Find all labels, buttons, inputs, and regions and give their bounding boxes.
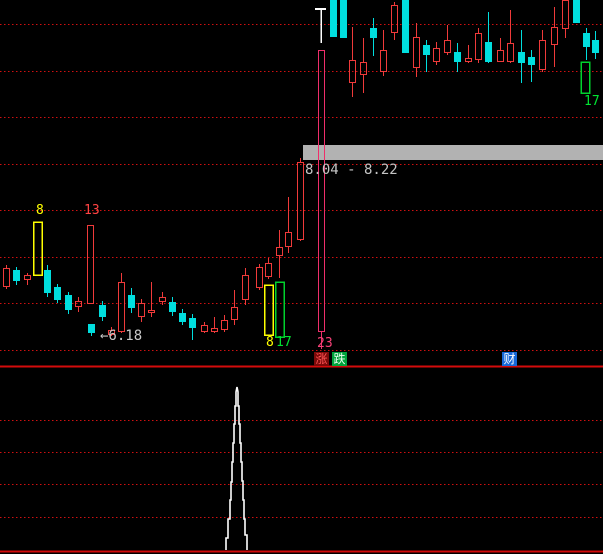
candle-body xyxy=(107,330,115,336)
candle-body xyxy=(265,263,273,278)
price-range-label: 8.04 - 8.22 xyxy=(305,162,398,178)
marker-13-label: 13 xyxy=(84,203,100,218)
candle-body xyxy=(583,33,590,47)
candle-body xyxy=(256,267,264,289)
candle-body xyxy=(211,328,219,333)
candle-body xyxy=(465,57,473,62)
candle-body xyxy=(538,39,546,70)
candle-body xyxy=(159,297,167,303)
tab-rise-limit[interactable]: 涨 xyxy=(314,352,329,366)
signal-overlay-box xyxy=(263,284,274,336)
candle-body xyxy=(592,40,599,53)
candle-body xyxy=(88,324,95,333)
candle-body xyxy=(231,307,239,321)
marker-17-bottom-label: 17 xyxy=(276,335,292,350)
candle-body xyxy=(169,302,176,312)
candle-body xyxy=(128,295,135,308)
candle-body xyxy=(444,39,452,53)
candle-body xyxy=(221,320,229,331)
candle-body xyxy=(54,287,61,300)
candle-body xyxy=(86,225,94,305)
candle-body xyxy=(330,0,337,37)
price-note-6-18: ←6.18 xyxy=(100,328,143,344)
candle-body xyxy=(189,318,196,328)
marker-17-top-label: 17 xyxy=(584,94,600,109)
tab-fall-limit[interactable]: 跌 xyxy=(332,352,347,366)
candle-body xyxy=(349,59,357,83)
signal-triangle xyxy=(225,386,248,550)
candle-body xyxy=(454,52,461,62)
marker-8-left-label: 8 xyxy=(36,203,44,218)
candle-body xyxy=(528,57,535,65)
candle-body xyxy=(423,45,430,55)
candle-body xyxy=(507,42,515,62)
signal-overlay-box xyxy=(274,281,285,338)
candle-body xyxy=(485,42,492,62)
candle-body xyxy=(24,275,32,281)
candle-body xyxy=(318,49,326,332)
candle-body xyxy=(413,36,421,68)
signal-overlay-box xyxy=(580,61,591,94)
marker-23-label: 23 xyxy=(317,336,333,351)
candle-body xyxy=(285,232,293,248)
candle-body xyxy=(402,0,409,53)
candle-body xyxy=(179,313,186,322)
candle-body xyxy=(2,268,11,288)
candle-body xyxy=(201,325,209,333)
signal-overlay-box xyxy=(32,221,43,276)
candle-body xyxy=(138,303,146,318)
candle-body xyxy=(391,4,399,33)
candle-body xyxy=(370,28,377,38)
candle-body xyxy=(99,305,106,317)
candle-body xyxy=(340,0,347,38)
candle-body xyxy=(13,270,20,281)
candle-body xyxy=(360,61,368,75)
candle-body xyxy=(433,47,441,62)
candle-body xyxy=(497,49,505,62)
marker-8-right-label: 8 xyxy=(266,335,274,350)
candle-body xyxy=(44,270,51,293)
candle-body xyxy=(297,162,305,241)
candle-body xyxy=(475,32,483,60)
candle-body xyxy=(573,0,580,23)
price-band xyxy=(303,145,603,160)
candle-body xyxy=(550,27,558,45)
candle-body xyxy=(65,295,72,310)
candle-body xyxy=(380,49,388,72)
candle-body xyxy=(242,275,250,301)
candle-body xyxy=(148,310,156,314)
tab-finance[interactable]: 财 xyxy=(502,352,517,366)
candle-body xyxy=(74,301,82,308)
candle-body xyxy=(561,0,569,29)
candle-body xyxy=(117,282,125,333)
candle-body xyxy=(518,52,525,63)
candle-body xyxy=(276,247,284,257)
